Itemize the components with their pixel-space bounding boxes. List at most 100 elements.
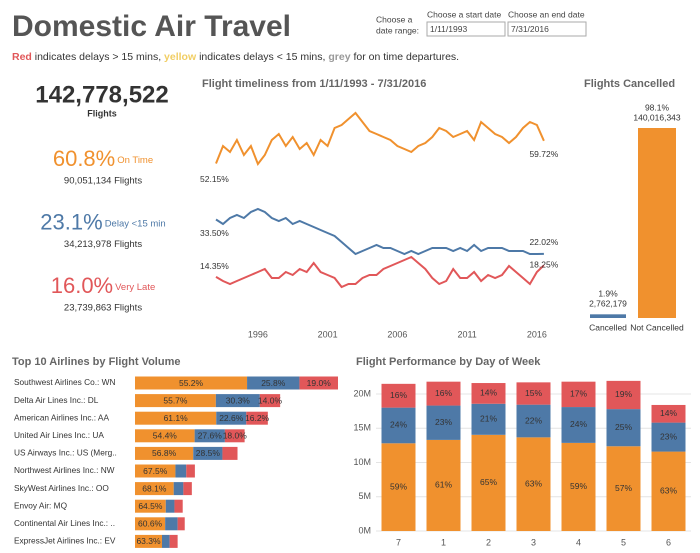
bar-segment: [516, 382, 551, 405]
data-label: 14.0%: [258, 395, 283, 405]
data-label: 52.15%: [200, 174, 229, 184]
bar-segment: [426, 439, 461, 531]
subtitle-part: for on time departures.: [351, 51, 460, 63]
bar-segment: [224, 429, 245, 443]
bar-segment: [426, 405, 461, 440]
bar-segment: [651, 451, 686, 531]
subtitle-part: indicates delays < 15 mins,: [196, 51, 328, 63]
data-label: 33.50%: [200, 228, 229, 238]
data-label: 16%: [390, 390, 407, 400]
bar-segment: [381, 443, 416, 531]
data-label: 23%: [660, 431, 677, 441]
line: [215, 207, 544, 256]
data-label: 55.2%: [179, 378, 204, 388]
chart-title: Flight Performance by Day of Week: [356, 356, 541, 368]
bar-segment: [606, 380, 641, 410]
kpi-total: 142,778,522: [35, 81, 168, 108]
x-tick-label: 1996: [248, 329, 268, 339]
data-label: 55.7%: [163, 395, 188, 405]
bar-segment: [135, 411, 217, 425]
subtitle-part: indicates delays > 15 mins,: [32, 51, 164, 63]
data-label: 18.0%: [223, 431, 248, 441]
kpi-count: 90,051,134 Flights: [64, 176, 142, 187]
data-label: 59.72%: [529, 149, 558, 159]
y-tick-label: Continental Air Lines Inc.: ..: [14, 518, 115, 528]
bar-segment: [135, 376, 248, 390]
bar-segment: [135, 464, 176, 478]
y-tick-label: US Airways Inc.: US (Merg..: [14, 448, 117, 458]
y-tick-label: 20M: [353, 388, 371, 398]
data-label: 14%: [480, 388, 497, 398]
bar: [638, 128, 676, 318]
bar-segment: [247, 376, 300, 390]
bar-segment: [135, 446, 194, 460]
end-date-input[interactable]: [507, 21, 587, 37]
bar-segment: [135, 499, 166, 513]
bar-segment: [135, 394, 216, 408]
date-range-prompt: date range:: [376, 25, 419, 35]
kpi-pct: 16.0% Very Late: [51, 273, 156, 298]
bar-segment: [169, 534, 178, 548]
bar-segment: [135, 517, 166, 531]
data-label: 1.9%: [598, 289, 618, 299]
bar-segment: [651, 404, 686, 423]
end-date-value: 7/31/2016: [511, 24, 549, 34]
data-label: 56.8%: [152, 448, 177, 458]
kpi-total-label: Flights: [87, 108, 117, 118]
bar-segment: [471, 383, 506, 404]
end-date-label: Choose an end date: [508, 9, 585, 19]
subtitle-part: yellow: [164, 51, 197, 63]
data-label: 16%: [435, 388, 452, 398]
x-tick-label: 2: [486, 537, 491, 547]
data-label: 27.6%: [198, 431, 223, 441]
kpi-count: 34,213,978 Flights: [64, 239, 142, 250]
y-tick-label: ExpressJet Airlines Inc.: EV: [14, 536, 116, 546]
count-label: 140,016,343: [633, 112, 681, 122]
start-date-input[interactable]: [426, 21, 506, 37]
subtitle-part: grey: [328, 51, 350, 63]
data-label: 64.5%: [138, 501, 163, 511]
data-label: 57%: [615, 483, 632, 493]
y-tick-label: American Airlines Inc.: AA: [14, 412, 109, 422]
data-label: 14%: [660, 408, 677, 418]
y-tick-label: SkyWest Airlines Inc.: OO: [14, 483, 109, 493]
data-label: 60.6%: [138, 519, 163, 529]
bar-segment: [193, 446, 223, 460]
x-tick-label: 4: [576, 537, 581, 547]
bar-segment: [381, 383, 416, 408]
data-label: 21%: [480, 414, 497, 424]
data-label: 63.3%: [136, 536, 161, 546]
y-tick-label: 0M: [358, 525, 371, 535]
kpi-pct: 60.8% On Time: [53, 146, 153, 171]
chart-title: Flights Cancelled: [584, 78, 675, 90]
bar-segment: [651, 422, 686, 452]
data-label: 19.0%: [307, 378, 332, 388]
data-label: 19%: [615, 389, 632, 399]
data-label: 22.02%: [529, 237, 558, 247]
y-tick-label: United Air Lines Inc.: UA: [14, 430, 104, 440]
bar-segment: [177, 517, 185, 531]
x-tick-label: Cancelled: [589, 322, 627, 332]
kpi-pct-label: Delay <15 min: [105, 218, 166, 229]
data-label: 59%: [390, 481, 407, 491]
x-tick-label: 6: [666, 537, 671, 547]
chart-title: Top 10 Airlines by Flight Volume: [12, 356, 180, 368]
bar-segment: [561, 407, 596, 443]
bar-segment: [471, 403, 506, 435]
bar-segment: [216, 411, 247, 425]
kpi-pct-value: 60.8%: [53, 146, 115, 171]
data-label: 16.2%: [245, 413, 270, 423]
data-label: 63%: [660, 486, 677, 496]
bar-segment: [246, 411, 268, 425]
kpi-pct: 23.1% Delay <15 min: [40, 209, 165, 234]
start-date-value: 1/11/1993: [430, 24, 467, 34]
data-label: 61%: [435, 480, 452, 490]
bar-segment: [183, 482, 192, 496]
kpi-pct-value: 23.1%: [40, 209, 102, 234]
bar-segment: [135, 534, 162, 548]
data-label: 22%: [525, 415, 542, 425]
bar-segment: [561, 381, 596, 408]
bar-segment: [135, 429, 195, 443]
y-tick-label: 15M: [353, 423, 371, 433]
bar: [590, 314, 626, 318]
